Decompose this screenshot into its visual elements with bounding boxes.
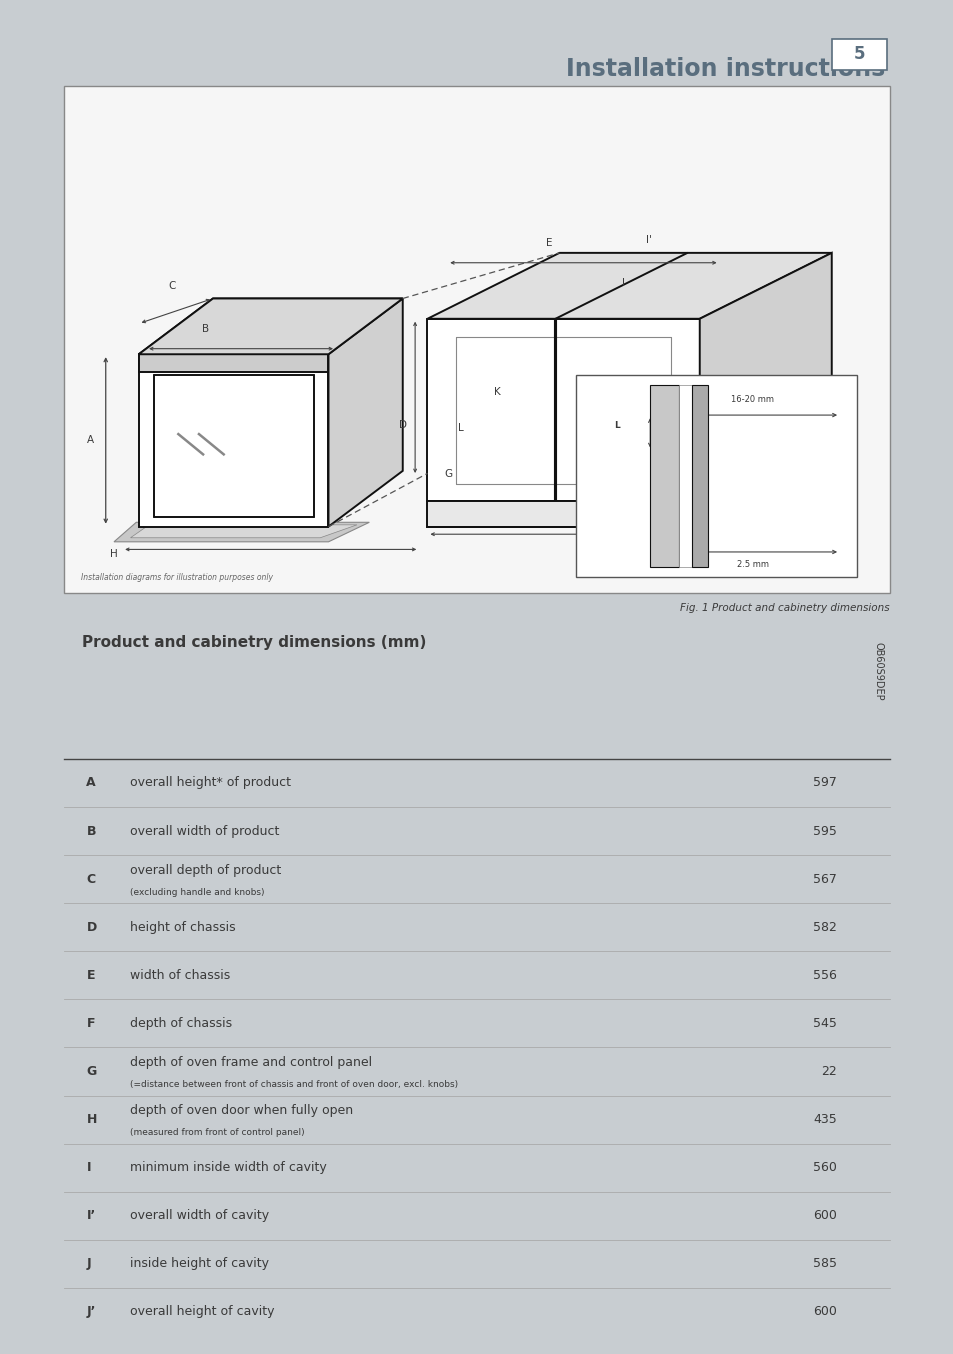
Text: C: C bbox=[168, 280, 175, 291]
Text: Installation diagrams for illustration purposes only: Installation diagrams for illustration p… bbox=[81, 573, 273, 582]
Text: E: E bbox=[545, 238, 552, 248]
Bar bbox=[650, 443, 662, 456]
Text: depth of oven frame and control panel: depth of oven frame and control panel bbox=[131, 1056, 372, 1068]
Polygon shape bbox=[427, 253, 831, 318]
Text: (excluding handle and knobs): (excluding handle and knobs) bbox=[131, 888, 265, 896]
Text: 595: 595 bbox=[812, 825, 836, 838]
Text: 567: 567 bbox=[812, 872, 836, 886]
Text: B: B bbox=[87, 825, 96, 838]
Text: K: K bbox=[494, 387, 500, 397]
Polygon shape bbox=[138, 355, 328, 372]
Text: Fig. 1 Product and cabinetry dimensions: Fig. 1 Product and cabinetry dimensions bbox=[679, 603, 888, 613]
Polygon shape bbox=[131, 525, 356, 538]
Text: E: E bbox=[87, 969, 95, 982]
Text: 2.5 mm: 2.5 mm bbox=[736, 561, 768, 569]
Text: overall width of cavity: overall width of cavity bbox=[131, 1209, 269, 1223]
Text: height of chassis: height of chassis bbox=[131, 921, 235, 934]
Bar bbox=[650, 370, 662, 383]
Text: depth of oven door when fully open: depth of oven door when fully open bbox=[131, 1104, 353, 1117]
Text: H: H bbox=[110, 550, 118, 559]
Text: D: D bbox=[87, 921, 96, 934]
Text: C: C bbox=[87, 872, 95, 886]
Text: L: L bbox=[614, 421, 619, 429]
Text: J': J' bbox=[736, 395, 742, 406]
Text: 585: 585 bbox=[812, 1258, 836, 1270]
Text: I: I bbox=[87, 1162, 91, 1174]
Text: H: H bbox=[87, 1113, 96, 1127]
Polygon shape bbox=[328, 298, 402, 527]
Text: I’: I’ bbox=[87, 1209, 95, 1223]
Text: 597: 597 bbox=[812, 776, 836, 789]
Text: overall depth of product: overall depth of product bbox=[131, 864, 281, 876]
Text: overall width of product: overall width of product bbox=[131, 825, 279, 838]
Text: 600: 600 bbox=[812, 1305, 836, 1319]
Text: J: J bbox=[711, 395, 715, 406]
Text: A: A bbox=[87, 776, 96, 789]
Text: A: A bbox=[88, 436, 94, 445]
Text: minimum inside width of cavity: minimum inside width of cavity bbox=[131, 1162, 327, 1174]
Text: F: F bbox=[577, 532, 582, 542]
Polygon shape bbox=[427, 501, 699, 527]
Polygon shape bbox=[138, 298, 402, 355]
Text: OB60S9DEP: OB60S9DEP bbox=[873, 642, 883, 700]
Text: Product and cabinetry dimensions (mm): Product and cabinetry dimensions (mm) bbox=[82, 635, 426, 650]
Text: 22: 22 bbox=[821, 1066, 836, 1078]
Text: 600: 600 bbox=[812, 1209, 836, 1223]
Text: (measured from front of control panel): (measured from front of control panel) bbox=[131, 1128, 305, 1137]
Text: overall height of cavity: overall height of cavity bbox=[131, 1305, 274, 1319]
Bar bbox=[464, 443, 476, 456]
Text: G: G bbox=[443, 468, 452, 479]
Text: overall height* of product: overall height* of product bbox=[131, 776, 291, 789]
Text: 16-20 mm: 16-20 mm bbox=[730, 395, 773, 405]
Bar bbox=[691, 385, 707, 567]
Text: inside height of cavity: inside height of cavity bbox=[131, 1258, 269, 1270]
Text: 556: 556 bbox=[812, 969, 836, 982]
Bar bbox=[650, 385, 679, 567]
Text: L: L bbox=[457, 424, 463, 433]
Text: 582: 582 bbox=[812, 921, 836, 934]
Text: 545: 545 bbox=[812, 1017, 836, 1030]
Text: 560: 560 bbox=[812, 1162, 836, 1174]
Bar bbox=[65, 85, 888, 593]
Text: depth of chassis: depth of chassis bbox=[131, 1017, 233, 1030]
Polygon shape bbox=[699, 436, 831, 527]
Bar bbox=[464, 370, 476, 383]
Text: I: I bbox=[620, 278, 624, 287]
Text: I': I' bbox=[646, 236, 652, 245]
Text: 5: 5 bbox=[853, 46, 864, 64]
Polygon shape bbox=[138, 355, 328, 527]
Text: Installation instructions: Installation instructions bbox=[565, 57, 884, 81]
FancyBboxPatch shape bbox=[832, 39, 886, 70]
Text: D: D bbox=[398, 420, 406, 429]
Text: J’: J’ bbox=[87, 1305, 95, 1319]
Polygon shape bbox=[138, 298, 402, 355]
Bar bbox=[679, 385, 691, 567]
Text: B: B bbox=[201, 324, 209, 334]
Polygon shape bbox=[699, 253, 831, 501]
Bar bbox=[576, 375, 856, 577]
Text: G: G bbox=[87, 1066, 96, 1078]
Polygon shape bbox=[113, 523, 369, 542]
Text: J: J bbox=[87, 1258, 91, 1270]
Text: 435: 435 bbox=[812, 1113, 836, 1127]
Text: (=distance between front of chassis and front of oven door, excl. knobs): (=distance between front of chassis and … bbox=[131, 1080, 458, 1089]
Polygon shape bbox=[427, 318, 699, 501]
Text: F: F bbox=[87, 1017, 95, 1030]
Text: width of chassis: width of chassis bbox=[131, 969, 231, 982]
